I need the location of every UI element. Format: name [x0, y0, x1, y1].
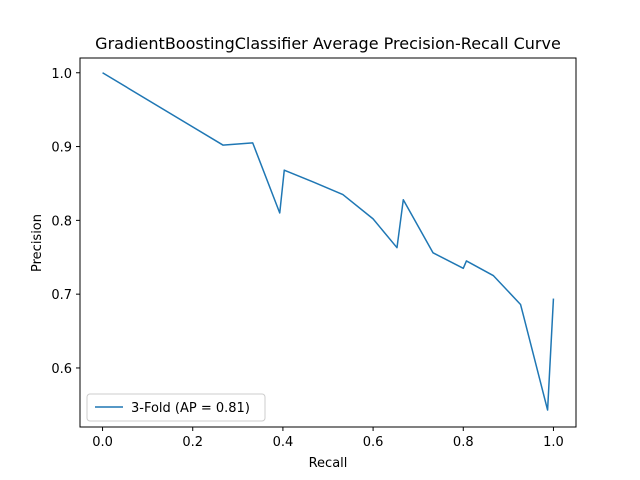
- y-tick-label: 1.0: [51, 67, 72, 82]
- y-tick-label: 0.7: [51, 288, 72, 303]
- x-tick-label: 1.0: [543, 435, 564, 450]
- x-tick-label: 0.0: [92, 435, 113, 450]
- y-tick-label: 0.6: [51, 362, 72, 377]
- axes-frame: [79, 57, 577, 428]
- x-axis-ticks: 0.0 0.2 0.4 0.6 0.8 1.0: [92, 427, 564, 450]
- x-tick-label: 0.2: [182, 435, 203, 450]
- legend-box: [86, 393, 266, 422]
- x-tick-label: 0.4: [273, 435, 294, 450]
- legend: 3-Fold (AP = 0.81): [86, 393, 266, 422]
- chart-title: GradientBoostingClassifier Average Preci…: [95, 34, 561, 53]
- x-tick-label: 0.8: [453, 435, 474, 450]
- y-axis-label: Precision: [30, 214, 45, 272]
- series-line-0: [102, 72, 555, 411]
- legend-label: 3-Fold (AP = 0.81): [131, 401, 250, 416]
- y-axis-ticks: 0.6 0.7 0.8 0.9 1.0: [51, 67, 80, 377]
- y-tick-label: 0.9: [51, 141, 72, 156]
- x-axis-label: Recall: [309, 456, 348, 471]
- y-tick-label: 0.8: [51, 214, 72, 229]
- plot-area: [102, 72, 555, 411]
- x-tick-label: 0.6: [363, 435, 384, 450]
